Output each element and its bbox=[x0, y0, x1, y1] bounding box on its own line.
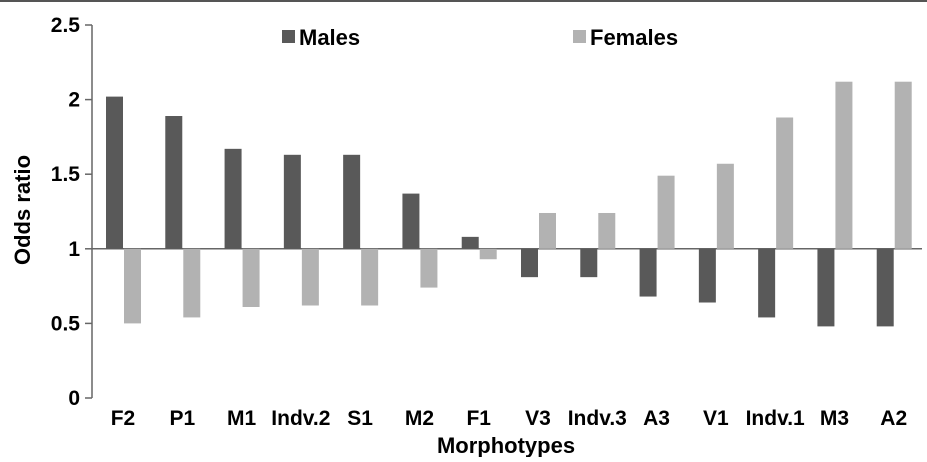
bar-males-m2 bbox=[402, 193, 420, 249]
category-label: M1 bbox=[227, 407, 256, 430]
legend-label-females: Females bbox=[590, 25, 678, 50]
bar-males-v1 bbox=[698, 248, 716, 303]
category-label: F1 bbox=[466, 407, 491, 430]
bar-males-a3 bbox=[639, 248, 657, 297]
y-tick-label: 1.5 bbox=[51, 163, 81, 186]
category-label: A3 bbox=[643, 407, 670, 430]
legend: Males Females bbox=[282, 25, 678, 50]
category-label: M3 bbox=[820, 407, 849, 430]
bar-females-a3 bbox=[657, 175, 675, 249]
legend-swatch-females bbox=[573, 30, 586, 43]
bar-females-m1 bbox=[242, 248, 260, 307]
category-label: S1 bbox=[347, 407, 373, 430]
y-tick-label: 2.5 bbox=[51, 14, 81, 37]
bar-females-v1 bbox=[716, 163, 734, 249]
category-label: M2 bbox=[405, 407, 434, 430]
bar-males-indv3 bbox=[580, 248, 598, 278]
y-tick-label: 0 bbox=[68, 387, 80, 410]
bar-males-p1 bbox=[165, 116, 183, 249]
category-label: A2 bbox=[880, 407, 907, 430]
category-label: V1 bbox=[703, 407, 729, 430]
category-label: Indv.3 bbox=[568, 407, 627, 430]
bar-males-indv1 bbox=[758, 248, 776, 318]
y-tick-label: 0.5 bbox=[51, 312, 81, 335]
bar-males-m3 bbox=[817, 248, 835, 327]
axes: 0 0.5 1 1.5 2 2.5 bbox=[0, 0, 927, 410]
bar-females-indv1 bbox=[776, 117, 794, 249]
category-label: Indv.2 bbox=[271, 407, 330, 430]
category-label: Indv.1 bbox=[746, 407, 805, 430]
bar-females-indv3 bbox=[598, 212, 616, 249]
category-label: V3 bbox=[525, 407, 551, 430]
bar-males-m1 bbox=[224, 148, 242, 249]
category-labels: F2 P1 M1 Indv.2 S1 M2 F1 V3 Indv.3 A3 V1 Indv.1 M3 A2 bbox=[111, 407, 907, 430]
x-axis-title: Morphotypes bbox=[437, 433, 575, 457]
legend-label-males: Males bbox=[299, 25, 360, 50]
bar-females-s1 bbox=[361, 248, 379, 306]
bar-males-v3 bbox=[521, 248, 538, 278]
bar-females-p1 bbox=[183, 248, 201, 318]
bar-males-f2 bbox=[106, 96, 123, 249]
bar-females-f2 bbox=[124, 248, 141, 324]
bar-females-v3 bbox=[539, 212, 556, 249]
y-tick-label: 2 bbox=[68, 89, 80, 112]
bar-females-f1 bbox=[479, 248, 497, 260]
y-axis-title: Odds ratio bbox=[10, 155, 35, 265]
bar-males-a2 bbox=[876, 248, 894, 327]
bars bbox=[106, 81, 912, 327]
bar-males-f1 bbox=[461, 236, 479, 249]
y-tick-label: 1 bbox=[68, 238, 80, 261]
category-label: P1 bbox=[169, 407, 195, 430]
bar-females-indv2 bbox=[301, 248, 319, 306]
bar-females-a2 bbox=[894, 81, 912, 249]
bar-females-m3 bbox=[835, 81, 853, 249]
bar-males-s1 bbox=[343, 154, 361, 249]
legend-swatch-males bbox=[282, 30, 295, 43]
bar-males-indv2 bbox=[283, 154, 301, 249]
category-label: F2 bbox=[111, 407, 136, 430]
bar-females-m2 bbox=[420, 248, 438, 288]
